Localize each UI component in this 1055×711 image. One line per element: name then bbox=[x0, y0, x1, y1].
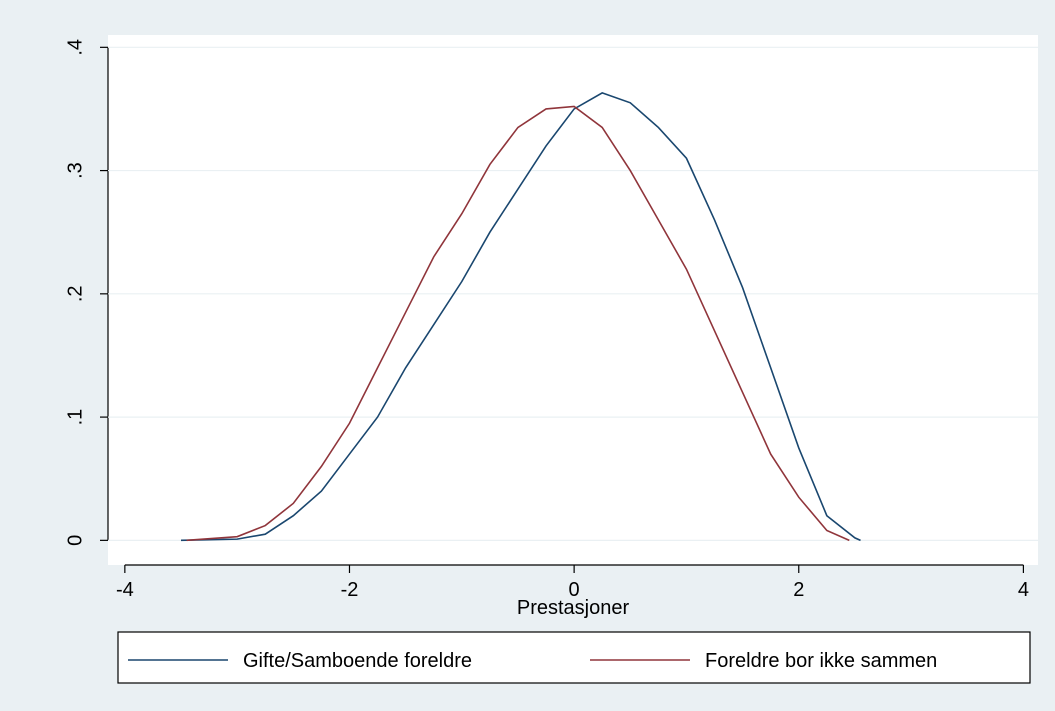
x-tick-label: 2 bbox=[793, 579, 804, 601]
density-line bbox=[180, 92, 861, 542]
x-tick-label: -2 bbox=[341, 579, 359, 601]
legend bbox=[117, 631, 1031, 684]
y-tick-label: .1 bbox=[64, 409, 86, 426]
x-tick-label: -4 bbox=[116, 579, 134, 601]
x-tick-label: 0 bbox=[569, 579, 580, 601]
x-tick-label: 4 bbox=[1018, 579, 1029, 601]
legend-label: Foreldre bor ikke sammen bbox=[705, 650, 937, 672]
plot-area bbox=[108, 35, 1038, 565]
density-line bbox=[186, 105, 850, 542]
x-axis-title: Prestasjoner bbox=[517, 597, 630, 619]
y-tick-label: .3 bbox=[64, 162, 86, 179]
legend-label: Gifte/Samboende foreldre bbox=[243, 650, 472, 672]
y-tick-label: .4 bbox=[64, 39, 86, 56]
y-tick-label: 0 bbox=[64, 535, 86, 546]
y-tick-label: .2 bbox=[64, 285, 86, 302]
